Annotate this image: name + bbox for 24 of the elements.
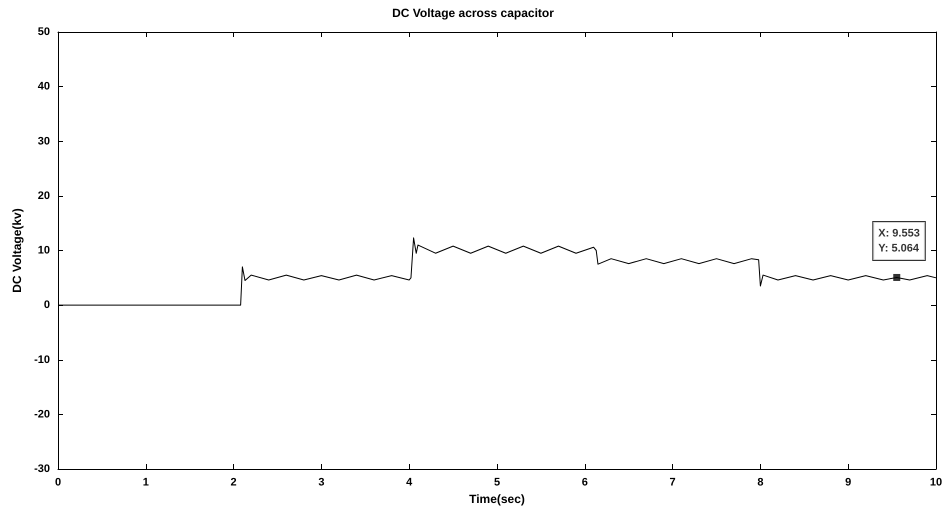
x-tick-label: 5 xyxy=(494,476,500,488)
y-tick-label: 20 xyxy=(38,190,50,202)
x-tick-label: 2 xyxy=(230,476,237,488)
annotation: X: 9.553 Y: 5.064 xyxy=(878,227,920,254)
x-tick-label: 8 xyxy=(757,476,764,488)
x-tick-label: 9 xyxy=(845,476,852,488)
chart-title: DC Voltage across capacitor xyxy=(392,6,554,20)
y-tick-label: -10 xyxy=(34,354,50,366)
y-tick-label: 10 xyxy=(38,244,50,256)
y-tick-label: 0 xyxy=(44,299,50,312)
x-axis-title: Time(sec) xyxy=(469,492,525,506)
y-tick-label: 40 xyxy=(38,80,50,93)
y-axis-title: DC Voltage(kv) xyxy=(10,208,24,293)
y-tick-label: 30 xyxy=(38,135,50,148)
y-tick-label: -20 xyxy=(34,408,50,420)
y-tick-label: 50 xyxy=(38,26,50,38)
x-tick-label: 0 xyxy=(54,476,62,488)
x-tick-label: 7 xyxy=(670,476,676,488)
x-tick-label: 3 xyxy=(318,476,324,488)
x-tick-label: 1 xyxy=(142,476,149,488)
y-tick-label: -30 xyxy=(34,463,50,475)
x-tick-label: 6 xyxy=(582,476,588,488)
x-tick-label: 4 xyxy=(406,476,414,488)
x-tick-label: 10 xyxy=(930,476,942,488)
